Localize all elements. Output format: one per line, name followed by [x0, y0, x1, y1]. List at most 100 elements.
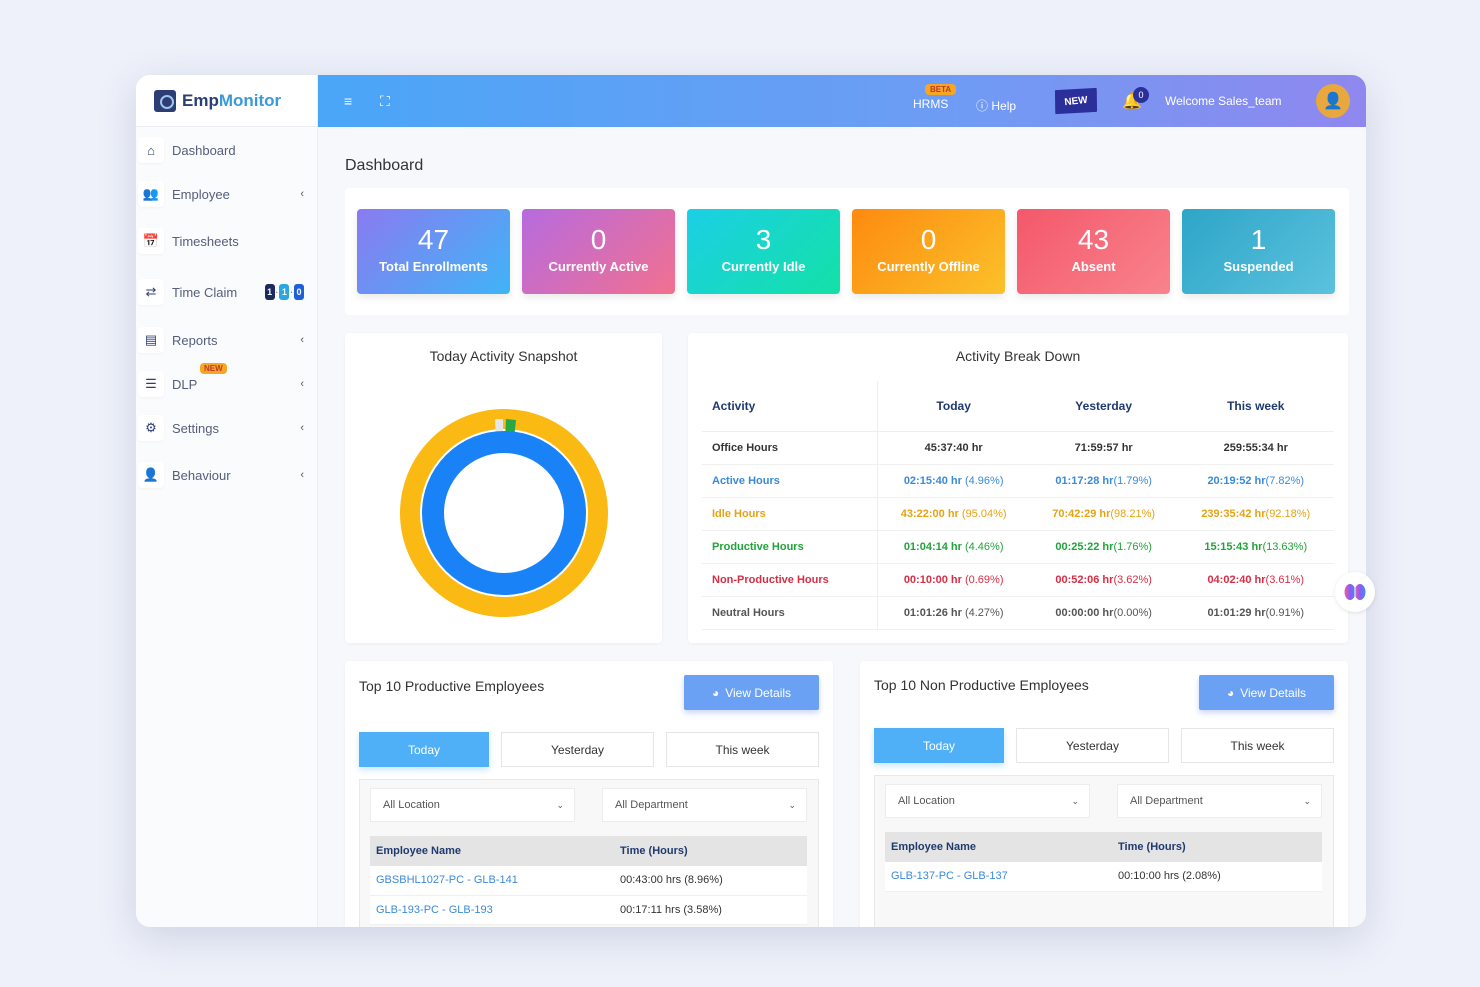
- new-badge: NEW: [200, 363, 227, 374]
- sidebar-item-timesheets[interactable]: 📅 Timesheets: [136, 226, 318, 256]
- employee-link[interactable]: GLB-137-PC - GLB-137: [885, 862, 1112, 892]
- location-select[interactable]: All Location ⌄: [370, 788, 575, 822]
- whats-new-button[interactable]: NEW: [1053, 86, 1099, 116]
- time-value: 00:25:22 hr: [1055, 540, 1114, 553]
- nonproductive-filter-box: All Location ⌄ All Department ⌄ Employee N…: [874, 775, 1334, 927]
- time-percent: (0.69%): [961, 573, 1004, 586]
- avatar[interactable]: 👤: [1316, 84, 1350, 118]
- sidebar-item-label: Behaviour: [172, 467, 231, 483]
- app-window: EmpMonitor ⌂ Dashboard 👥 Employee ‹ 📅 Ti…: [136, 75, 1366, 927]
- home-icon: ⌂: [138, 137, 164, 163]
- activity-label: Neutral Hours: [702, 596, 878, 630]
- stat-card-currently-idle[interactable]: 3 Currently Idle: [687, 209, 840, 294]
- time-percent: (13.63%): [1262, 540, 1308, 553]
- nonproductive-title: Top 10 Non Productive Employees: [874, 677, 1089, 693]
- nonproductive-employee-table: Employee Name Time (Hours) GLB-137-PC - …: [885, 832, 1322, 892]
- sidebar-item-label: Settings: [172, 420, 219, 436]
- gear-icon: ⚙: [138, 415, 164, 441]
- sidebar-item-label: DLP: [172, 376, 198, 392]
- time-percent: (0.91%): [1265, 606, 1305, 619]
- tab-yesterday[interactable]: Yesterday: [501, 732, 654, 767]
- menu-toggle-icon[interactable]: ≡: [344, 93, 353, 109]
- stat-card-total-enrollments[interactable]: 47 Total Enrollments: [357, 209, 510, 294]
- employee-time: 00:17:11 hrs (3.58%): [614, 895, 807, 925]
- activity-label: Active Hours: [702, 464, 878, 498]
- chevron-left-icon: ‹: [300, 469, 304, 481]
- time-percent: (95.04%): [958, 507, 1007, 520]
- productive-view-details-button[interactable]: ◕ View Details: [684, 675, 819, 710]
- sidebar-item-behaviour[interactable]: 👤 Behaviour ‹: [136, 460, 318, 490]
- location-select[interactable]: All Location ⌄: [885, 784, 1090, 818]
- time-value: 00:00:00 hr: [1055, 606, 1114, 619]
- productive-employee-table: Employee Name Time (Hours) GBSBHL1027-PC…: [370, 836, 807, 925]
- time-value: 00:52:06 hr: [1055, 573, 1114, 586]
- tab-today[interactable]: Today: [874, 728, 1004, 763]
- sidebar-item-employee[interactable]: 👥 Employee ‹: [136, 179, 318, 209]
- time-claim-badges: 1 · 1 · 0: [264, 284, 304, 300]
- hrms-link[interactable]: HRMS: [913, 97, 949, 111]
- stat-value: 0: [920, 224, 937, 255]
- department-select[interactable]: All Department ⌄: [1117, 784, 1322, 818]
- stat-card-absent[interactable]: 43 Absent: [1017, 209, 1170, 294]
- employee-time: 00:43:00 hrs (8.96%): [614, 866, 807, 896]
- employee-time: 00:10:00 hrs (2.08%): [1112, 862, 1322, 892]
- sidebar-item-settings[interactable]: ⚙ Settings ‹: [136, 413, 318, 443]
- time-value: 70:42:29 hr: [1052, 507, 1111, 520]
- active-ring: [422, 431, 586, 595]
- productive-filter-box: All Location ⌄ All Department ⌄ Employee N…: [359, 779, 819, 927]
- brain-icon: [1344, 584, 1366, 600]
- sidebar-item-time-claim[interactable]: ⇄ Time Claim 1 · 1 · 0: [136, 277, 318, 307]
- time-percent: (4.46%): [961, 540, 1004, 553]
- sidebar-item-dlp[interactable]: ☰ DLP NEW ‹: [136, 363, 318, 399]
- time-percent: (4.27%): [961, 606, 1004, 619]
- time-value: 02:15:40 hr: [903, 474, 962, 487]
- activity-breakdown-table: Activity Today Yesterday This week Offic…: [702, 381, 1334, 630]
- tab-yesterday[interactable]: Yesterday: [1016, 728, 1169, 763]
- department-select[interactable]: All Department ⌄: [602, 788, 807, 822]
- help-link[interactable]: ⓘ Help: [976, 99, 1017, 113]
- activity-label: Idle Hours: [702, 497, 878, 531]
- sidebar-item-reports[interactable]: ▤ Reports ‹: [136, 325, 318, 355]
- stat-label: Absent: [1071, 259, 1116, 274]
- tab-this-week[interactable]: This week: [666, 732, 819, 767]
- table-row: Active Hours 02:15:40 hr (4.96%) 01:17:28 …: [702, 464, 1334, 498]
- time-value: 43:22:00 hr: [900, 507, 959, 520]
- activity-donut-chart[interactable]: [399, 408, 609, 618]
- table-row: Idle Hours 43:22:00 hr (95.04%) 70:42:29 h…: [702, 497, 1334, 531]
- employee-link[interactable]: GLB-193-PC - GLB-193: [370, 895, 614, 925]
- tab-this-week[interactable]: This week: [1181, 728, 1334, 763]
- time-percent: (3.61%): [1265, 573, 1305, 586]
- time-percent: (1.79%): [1113, 474, 1152, 487]
- column-header-this-week: This week: [1177, 381, 1334, 432]
- fullscreen-icon[interactable]: ⛶: [380, 93, 390, 109]
- nonproductive-view-details-button[interactable]: ◕ View Details: [1199, 675, 1334, 710]
- time-value: 239:35:42 hr: [1201, 507, 1266, 520]
- stat-card-currently-active[interactable]: 0 Currently Active: [522, 209, 675, 294]
- sidebar-item-label: Time Claim: [172, 284, 238, 300]
- time-percent: (1.76%): [1113, 540, 1152, 553]
- stat-value: 43: [1077, 224, 1110, 255]
- time-value: 20:19:52 hr: [1207, 474, 1266, 487]
- stat-card-currently-offline[interactable]: 0 Currently Offline: [852, 209, 1005, 294]
- time-claim-badge-approved: 1: [279, 284, 290, 300]
- column-header-employee-name: Employee Name: [885, 832, 1112, 862]
- employee-link[interactable]: GBSBHL1027-PC - GLB-141: [370, 866, 614, 896]
- sidebar-item-dashboard[interactable]: ⌂ Dashboard: [136, 135, 318, 165]
- column-header-activity: Activity: [702, 381, 878, 432]
- time-claim-badge-pending: 1: [264, 284, 275, 300]
- time-value: 15:15:43 hr: [1204, 540, 1263, 553]
- ai-assistant-button[interactable]: [1335, 572, 1375, 612]
- activity-breakdown-panel: Activity Break Down Activity Today Yeste…: [688, 333, 1348, 643]
- activity-label: Productive Hours: [702, 530, 878, 564]
- stat-value: 1: [1250, 224, 1267, 255]
- snapshot-title: Today Activity Snapshot: [429, 348, 578, 364]
- column-header-employee-name: Employee Name: [370, 836, 614, 866]
- stat-label: Currently Idle: [721, 259, 806, 274]
- report-icon: ▤: [138, 327, 164, 353]
- chevron-down-icon: ⌄: [788, 799, 796, 810]
- logo[interactable]: EmpMonitor: [136, 75, 317, 127]
- time-value: 00:10:00 hr: [903, 573, 962, 586]
- stat-card-suspended[interactable]: 1 Suspended: [1182, 209, 1335, 294]
- tab-today[interactable]: Today: [359, 732, 489, 767]
- stat-value: 3: [755, 224, 772, 255]
